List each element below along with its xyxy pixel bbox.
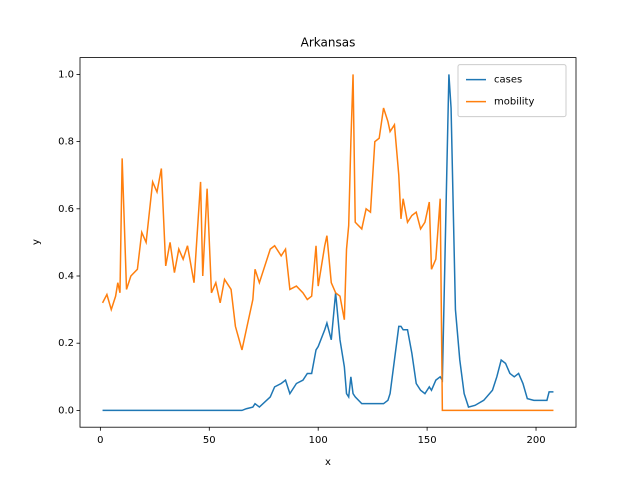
y-tick-label: 0.6 bbox=[58, 204, 74, 215]
y-tick-label: 0.8 bbox=[58, 137, 74, 148]
y-tick-label: 0.0 bbox=[58, 405, 74, 416]
x-tick-label: 100 bbox=[309, 435, 328, 446]
y-tick-label: 0.2 bbox=[58, 338, 74, 349]
x-axis-label: x bbox=[325, 457, 331, 468]
x-tick-label: 0 bbox=[97, 435, 103, 446]
data-line bbox=[102, 74, 554, 412]
y-tick-label: 0.4 bbox=[58, 271, 74, 282]
data-line bbox=[101, 74, 554, 412]
legend-label: mobility bbox=[494, 97, 534, 108]
y-tick-label: 1.0 bbox=[58, 69, 74, 80]
chart-title: Arkansas bbox=[301, 36, 356, 50]
y-axis-label: y bbox=[31, 239, 42, 245]
legend-label: cases bbox=[494, 75, 522, 86]
plot-frame bbox=[79, 57, 577, 428]
x-tick-label: 150 bbox=[418, 435, 437, 446]
legend-box bbox=[457, 64, 567, 118]
x-tick-label: 50 bbox=[203, 435, 216, 446]
x-tick-label: 200 bbox=[526, 435, 545, 446]
